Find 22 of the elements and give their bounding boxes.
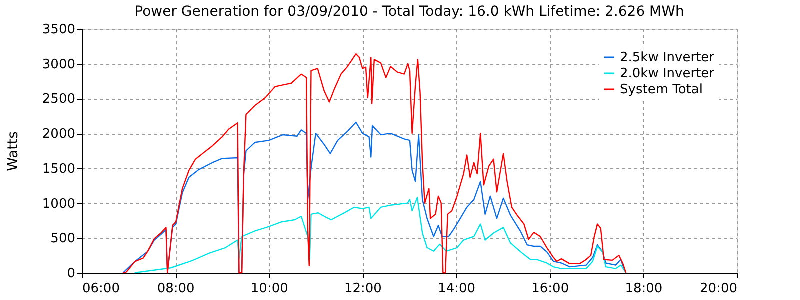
y-tick-label: 500 — [50, 232, 76, 247]
x-tick-label: 18:00 — [625, 282, 663, 296]
x-tick-label: 14:00 — [438, 282, 476, 296]
x-tick-label: 16:00 — [532, 282, 570, 296]
y-tick-label: 3000 — [42, 57, 76, 72]
legend-label: System Total — [620, 82, 703, 98]
x-tick-label: 20:00 — [700, 282, 738, 296]
x-tick-label: 10:00 — [250, 282, 288, 296]
x-tick-label: 06:00 — [82, 282, 120, 296]
legend-label: 2.5kw Inverter — [620, 50, 716, 66]
x-tick-label: 08:00 — [157, 282, 195, 296]
line-series — [134, 197, 627, 274]
y-tick-label: 3500 — [42, 22, 76, 38]
y-tick-label: 1500 — [42, 162, 76, 177]
y-tick-label: 0 — [67, 266, 76, 282]
legend-label: 2.0kw Inverter — [620, 66, 716, 82]
chart-title: Power Generation for 03/09/2010 - Total Today: 16.0 kWh Lifetime: 2.626 MWh — [134, 4, 684, 20]
y-tick-label: 1000 — [42, 196, 76, 212]
y-tick-label: 2000 — [42, 127, 76, 142]
y-tick-label: 2500 — [42, 92, 76, 108]
y-axis-title: Watts — [5, 132, 22, 172]
x-tick-label: 12:00 — [344, 282, 382, 296]
